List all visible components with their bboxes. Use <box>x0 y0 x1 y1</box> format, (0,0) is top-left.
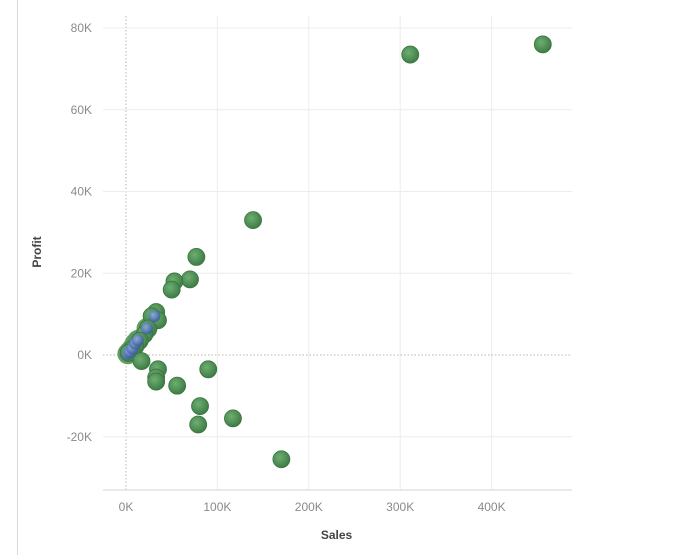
y-tick-label: -20K <box>67 430 92 444</box>
data-point <box>147 372 166 391</box>
data-point <box>224 409 242 428</box>
data-point <box>272 450 291 469</box>
data-point <box>401 45 420 64</box>
data-point <box>533 35 552 54</box>
data-point <box>132 352 151 371</box>
data-point <box>162 280 181 299</box>
data-points <box>117 35 552 469</box>
data-point <box>187 247 206 266</box>
x-tick-label: 400K <box>478 500 506 514</box>
data-point <box>189 415 208 434</box>
data-point <box>191 397 209 415</box>
x-tick-label: 300K <box>386 500 414 514</box>
x-tick-label: 200K <box>295 500 323 514</box>
left-divider <box>17 0 18 555</box>
y-tick-label: 40K <box>71 185 92 199</box>
data-point <box>199 360 218 379</box>
dense-point <box>141 322 154 335</box>
dense-point <box>131 334 144 347</box>
axes: 0K 100K 200K 300K 400K 80K 60K 40K 20K 0K -20K <box>67 21 572 514</box>
x-tick-label: 100K <box>203 500 231 514</box>
y-tick-label: 20K <box>71 266 92 280</box>
data-point <box>181 270 199 289</box>
data-point <box>168 376 187 395</box>
x-axis-title: Sales <box>321 528 353 542</box>
y-tick-label: 80K <box>71 21 92 35</box>
y-axis-title: Profit <box>30 236 44 267</box>
gridlines <box>103 16 572 490</box>
y-tick-label: 60K <box>71 103 92 117</box>
dense-point <box>148 310 161 323</box>
data-point <box>244 211 262 230</box>
y-tick-label: 0K <box>77 348 92 362</box>
x-tick-label: 0K <box>119 500 134 514</box>
